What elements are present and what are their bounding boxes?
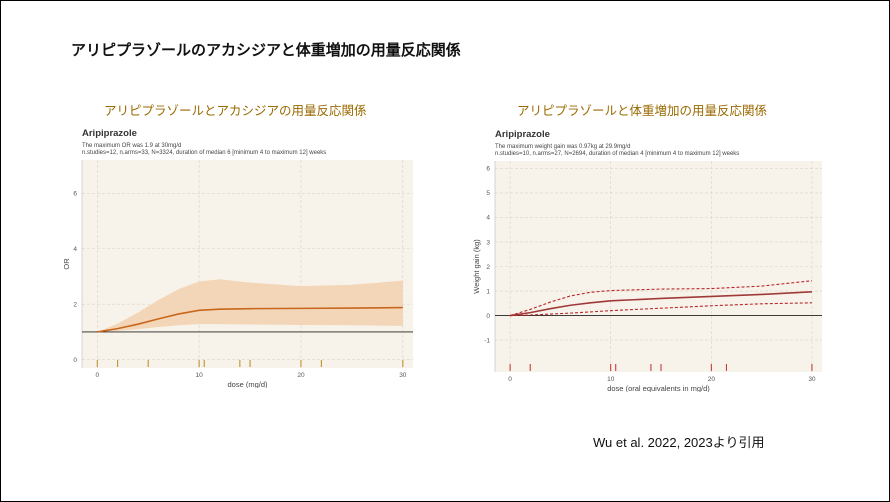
y-tick-label: 1 xyxy=(486,288,490,295)
rug-group xyxy=(509,364,813,371)
confidence-band xyxy=(97,279,403,332)
left-panel-title: アリピプラゾールとアカシジアの用量反応関係 xyxy=(104,103,367,118)
tick-labels: 0 10 20 30 0 2 4 6 xyxy=(73,191,406,379)
x-tick-label: 20 xyxy=(297,372,305,379)
chart-subtitle-1: The maximum OR was 1.9 at 30mg/d xyxy=(82,143,181,149)
x-tick-label: 0 xyxy=(508,376,512,383)
weight-gain-chart: Aripiprazole The maximum weight gain was… xyxy=(472,129,822,392)
x-axis-label: dose (mg/d) xyxy=(227,380,268,388)
slide-title: アリピプラゾールのアカシジアと体重増加の用量反応関係 xyxy=(71,41,461,59)
y-tick-label: -1 xyxy=(484,337,490,344)
y-axis-label: OR xyxy=(62,258,71,270)
ci-dashed-line xyxy=(510,302,812,317)
series-group xyxy=(509,280,812,317)
y-tick-label: 6 xyxy=(486,166,490,173)
x-tick-label: 10 xyxy=(196,372,204,379)
plot-panel xyxy=(82,160,413,368)
chart-subtitle-2: n.studies=12, n.arms=33, N=3324, duratio… xyxy=(82,150,326,156)
y-tick-label: 6 xyxy=(73,191,77,198)
series-group xyxy=(97,306,403,333)
y-tick-label: 2 xyxy=(486,264,490,271)
ci-band-group xyxy=(97,279,403,332)
chart-subtitle-1: The maximum weight gain was 0.97kg at 29… xyxy=(495,144,630,150)
y-tick-label: 0 xyxy=(486,313,490,320)
chart-title: Aripiprazole xyxy=(82,128,137,139)
y-tick-label: 4 xyxy=(73,246,77,253)
y-axis-label: Weight gain (kg) xyxy=(472,239,481,294)
ci-dashed-line xyxy=(509,280,812,317)
x-tick-label: 0 xyxy=(95,372,99,379)
akathisia-chart: Aripiprazole The maximum OR was 1.9 at 3… xyxy=(62,128,413,388)
chart-subtitle-2: n.studies=10, n.arms=27, N=2694, duratio… xyxy=(495,151,739,157)
x-tick-label: 30 xyxy=(808,376,816,383)
y-tick-label: 3 xyxy=(486,239,490,246)
y-tick-label: 4 xyxy=(486,215,490,222)
y-tick-label: 2 xyxy=(73,302,77,309)
chart-title: Aripiprazole xyxy=(495,129,550,140)
estimate-line xyxy=(97,306,403,333)
y-tick-label: 5 xyxy=(486,190,490,197)
x-axis-label: dose (oral equivalents in mg/d) xyxy=(607,384,710,392)
rug-group xyxy=(96,360,404,367)
x-tick-label: 10 xyxy=(607,376,615,383)
estimate-line xyxy=(509,290,812,317)
right-panel-title: アリピプラゾールと体重増加の用量反応関係 xyxy=(517,103,768,118)
x-tick-label: 30 xyxy=(399,372,407,379)
tick-labels: 0 10 20 30 -1 0 1 2 3 4 5 6 xyxy=(484,166,816,383)
y-tick-label: 0 xyxy=(73,357,77,364)
x-tick-label: 20 xyxy=(708,376,716,383)
citation: Wu et al. 2022, 2023より引用 xyxy=(593,435,765,450)
